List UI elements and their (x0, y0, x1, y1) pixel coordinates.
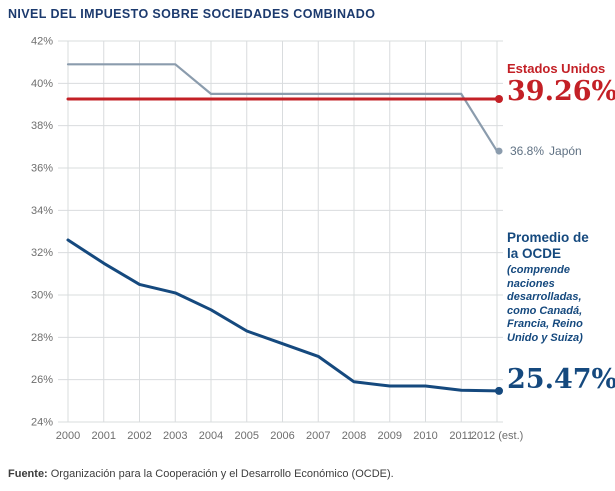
japan-annotation-name: Japón (549, 144, 582, 158)
x-tick-label: 2011 (449, 430, 473, 442)
x-tick-label: 2012 (est.) (471, 430, 524, 442)
source-label: Fuente: (8, 468, 48, 480)
x-tick-label: 2008 (342, 430, 366, 442)
y-tick-label: 40% (31, 78, 53, 90)
us-annotation-value: 39.26% (507, 76, 615, 107)
y-tick-label: 42% (31, 36, 53, 48)
oecd-annotation-description: (comprende naciones desarrolladas, como … (507, 264, 583, 344)
y-tick-label: 32% (31, 247, 53, 259)
x-tick-label: 2009 (378, 430, 402, 442)
y-tick-label: 24% (31, 417, 53, 429)
y-tick-label: 36% (31, 163, 53, 175)
y-tick-label: 26% (31, 374, 53, 386)
x-tick-label: 2000 (56, 430, 80, 442)
x-tick-label: 2002 (127, 430, 151, 442)
y-tick-label: 34% (31, 205, 53, 217)
x-tick-label: 2005 (235, 430, 259, 442)
x-tick-label: 2006 (270, 430, 294, 442)
page-title: NIVEL DEL IMPUESTO SOBRE SOCIEDADES COMB… (8, 7, 376, 21)
x-tick-label: 2003 (163, 430, 187, 442)
series-end-dot-ocde (495, 386, 503, 395)
us-annotation-label: Estados Unidos (507, 61, 606, 76)
oecd-annotation-title: Promedio de la OCDE (507, 230, 589, 261)
x-tick-label: 2004 (199, 430, 223, 442)
series-line-ocde (66, 238, 499, 393)
x-tick-label: 2001 (92, 430, 116, 442)
source-text: Organización para la Cooperación y el De… (50, 468, 394, 480)
japan-annotation: 36.8% Japón (510, 144, 582, 158)
oecd-annotation-value: 25.47% (507, 364, 615, 395)
series-line-japon (66, 63, 499, 153)
series-end-dot-japon (495, 147, 503, 155)
y-tick-label: 38% (31, 120, 53, 132)
y-tick-label: 30% (31, 290, 53, 302)
x-tick-label: 2010 (413, 430, 437, 442)
japan-annotation-value: 36.8% (510, 144, 545, 158)
series-end-dot-estados-unidos (495, 94, 503, 103)
x-tick-label: 2007 (306, 430, 330, 442)
tax-chart-svg: 2000 2001 2002 2003 2004 2005 2006 2007 2008 2009… (31, 36, 524, 443)
y-tick-label: 28% (31, 332, 53, 344)
source-footnote: Fuente: Organización para la Cooperación … (8, 468, 394, 480)
